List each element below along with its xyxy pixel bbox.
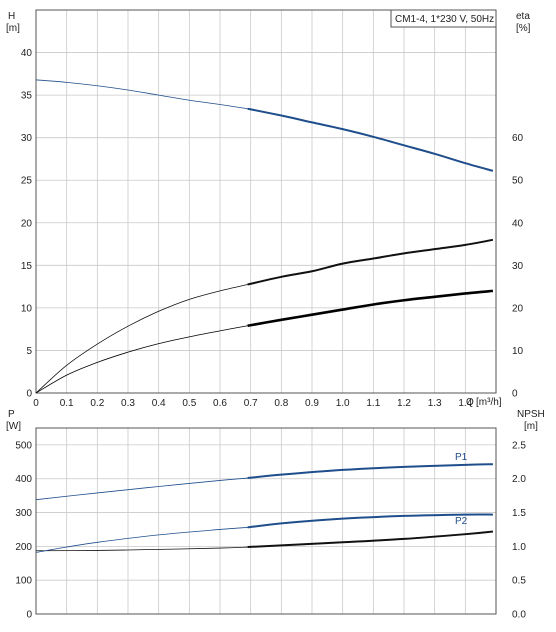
left-y-tick-label: 25 [21, 176, 33, 187]
top-series-1-duty-line [247, 107, 494, 172]
bottom-tick-labels: 0 100 200 300 400 500 0.0 0.5 1.0 1.5 2.0 2.5 [15, 440, 526, 620]
x-tick-label: 0.5 [182, 398, 196, 409]
right-y-tick-label: 1.5 [512, 508, 526, 519]
right-y-tick-label: 2.5 [512, 440, 526, 451]
x-tick-label: 1.2 [397, 398, 411, 409]
p1-curve-label: P1 [455, 452, 468, 463]
bottom-grid [36, 428, 496, 614]
right-y-tick-label: 60 [512, 133, 524, 144]
right-y-tick-label: 0.5 [512, 576, 526, 587]
right-y-tick-label: 20 [512, 303, 524, 314]
right-y-tick-label: 10 [512, 346, 524, 357]
top-series-group [35, 79, 494, 394]
bottom-series-3-duty-line [247, 513, 493, 529]
right-y-tick-label: 40 [512, 218, 524, 229]
left-y-tick-label: 0 [26, 610, 32, 621]
bottom-plot-frame [35, 427, 497, 615]
x-tick-label: 0.7 [244, 398, 258, 409]
power-npsh-panel: 0 100 200 300 400 500 0.0 0.5 1.0 1.5 2.0 2.5 P [W]… [6, 409, 545, 621]
top-series-3-duty-line [247, 289, 494, 328]
x-tick-label: 0.4 [152, 398, 166, 409]
bottom-series-p2-line [35, 546, 248, 552]
bottom-series-group [35, 463, 494, 553]
right-y-tick-label: 0.0 [512, 610, 526, 621]
top-series-2-line [35, 284, 248, 394]
top-right-axis-unit: [%] [516, 23, 531, 34]
bottom-series-p2-duty-line [247, 530, 494, 549]
left-y-tick-label: 10 [21, 303, 33, 314]
top-grid [36, 10, 496, 393]
x-tick-label: 0.9 [305, 398, 319, 409]
x-tick-label: 1.3 [428, 398, 442, 409]
right-y-tick-label: 1.0 [512, 542, 526, 553]
left-y-tick-label: 20 [21, 218, 33, 229]
bottom-series-p1-duty-line [247, 463, 493, 480]
x-tick-label: 0.1 [60, 398, 74, 409]
chart-title: CM1-4, 1*230 V, 50Hz [395, 14, 494, 25]
right-y-tick-label: 30 [512, 261, 524, 272]
bottom-left-axis-unit: [W] [6, 421, 21, 432]
x-axis-symbol: Q [466, 397, 474, 408]
x-tick-label: 1.4 [458, 398, 472, 409]
x-axis-unit: [m³/h] [476, 397, 502, 408]
right-y-tick-label: 50 [512, 176, 524, 187]
top-left-axis-unit: [m] [6, 23, 20, 34]
left-y-tick-label: 30 [21, 133, 33, 144]
top-series-1-line [35, 79, 248, 110]
bottom-series-p1-line [35, 477, 248, 501]
left-y-tick-label: 300 [15, 508, 32, 519]
left-y-tick-label: 40 [21, 48, 33, 59]
top-right-axis-symbol: eta [516, 11, 530, 22]
top-series-2-duty-line [247, 238, 494, 286]
bottom-right-axis-unit: [m] [524, 421, 538, 432]
head-efficiency-panel: 0 5 10 15 20 25 30 35 40 0 10 20 30 40 50 60 0 0.1 0.2 0.3 0… [6, 9, 531, 409]
chart-title-box: CM1-4, 1*230 V, 50Hz [390, 9, 497, 28]
x-tick-label: 0.6 [213, 398, 227, 409]
right-y-tick-label: 2.0 [512, 474, 526, 485]
bottom-right-axis-symbol: NPSH [517, 409, 545, 420]
left-y-tick-label: 0 [26, 389, 32, 400]
top-left-axis-symbol: H [8, 11, 15, 22]
left-y-tick-label: 15 [21, 261, 33, 272]
left-y-tick-label: 35 [21, 91, 33, 102]
top-tick-labels: 0 5 10 15 20 25 30 35 40 0 10 20 30 40 50 60 0 0.1 0.2 0.3 0… [21, 48, 524, 409]
left-y-tick-label: 200 [15, 542, 32, 553]
x-tick-label: 1.0 [336, 398, 350, 409]
p2-curve-label: P2 [455, 516, 468, 527]
right-y-tick-label: 0 [512, 389, 518, 400]
top-plot-frame [35, 9, 497, 394]
x-tick-label: 1.1 [366, 398, 380, 409]
left-y-tick-label: 400 [15, 474, 32, 485]
left-y-tick-label: 5 [26, 346, 32, 357]
x-tick-label: 0.2 [90, 398, 104, 409]
left-y-tick-label: 100 [15, 576, 32, 587]
bottom-series-3-line [35, 527, 248, 553]
bottom-left-axis-symbol: P [8, 409, 15, 420]
top-series-3-line [35, 325, 248, 394]
left-y-tick-label: 500 [15, 440, 32, 451]
x-tick-label: 0 [33, 398, 39, 409]
x-tick-label: 0.3 [121, 398, 135, 409]
x-tick-label: 0.8 [274, 398, 288, 409]
